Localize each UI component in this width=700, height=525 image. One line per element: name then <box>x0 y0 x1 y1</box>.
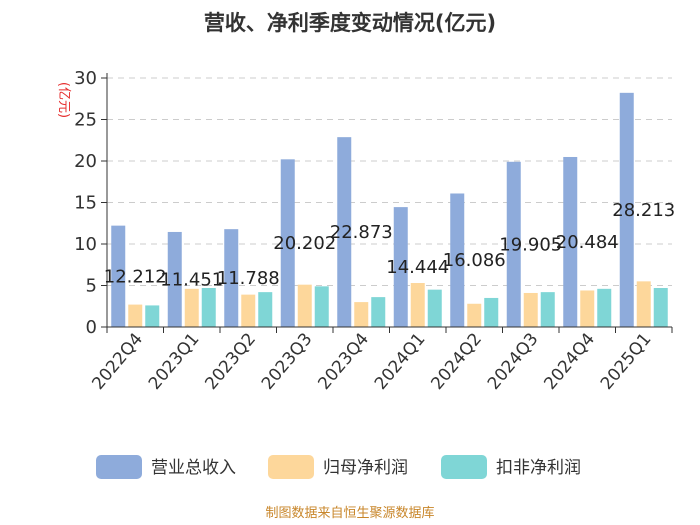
y-tick-label: 15 <box>74 193 97 214</box>
x-tick-label: 2023Q2 <box>201 329 260 394</box>
grid <box>107 77 672 286</box>
data-label: 16.086 <box>443 250 506 271</box>
bar-1 <box>280 159 295 327</box>
bar-1 <box>167 231 182 327</box>
bar-2 <box>184 288 199 327</box>
bar-2 <box>580 290 595 327</box>
bar-2 <box>354 302 369 327</box>
legend-label-1: 营业总收入 <box>151 458 236 478</box>
data-label: 11.451 <box>160 269 223 290</box>
bar-3 <box>145 305 160 327</box>
data-label: 14.444 <box>386 257 449 278</box>
bar-3 <box>653 287 668 327</box>
legend[interactable]: 营业总收入 归母净利润 扣非净利润 <box>96 455 581 479</box>
bar-1 <box>393 207 408 327</box>
bar-1 <box>224 229 239 327</box>
data-label: 11.788 <box>217 268 280 289</box>
y-tick-label: 30 <box>74 68 97 89</box>
bar-2 <box>128 304 143 327</box>
x-tick-label: 2024Q4 <box>540 329 599 394</box>
source-note: 制图数据来自恒生聚源数据库 <box>265 505 434 521</box>
bar-3 <box>597 288 612 327</box>
bars <box>111 92 668 328</box>
data-label: 22.873 <box>330 222 393 243</box>
bar-1 <box>337 137 352 327</box>
bar-2 <box>467 303 482 327</box>
legend-swatch-1 <box>96 455 142 479</box>
bar-1 <box>506 161 521 327</box>
bar-2 <box>523 292 538 327</box>
y-tick-label: 25 <box>74 110 97 131</box>
bar-2 <box>241 294 256 327</box>
x-tick-label: 2022Q4 <box>88 329 147 394</box>
chart-title: 营收、净利季度变动情况(亿元) <box>204 11 496 35</box>
bar-2 <box>410 283 425 327</box>
bar-2 <box>636 281 651 327</box>
y-tick-label: 0 <box>86 317 97 338</box>
y-tick-label: 10 <box>74 234 97 255</box>
bar-3 <box>540 292 555 327</box>
x-tick-label: 2024Q2 <box>427 329 486 394</box>
bar-3 <box>201 287 216 327</box>
bar-3 <box>314 286 329 327</box>
bar-1 <box>619 92 634 328</box>
x-tick-label: 2025Q1 <box>597 329 656 394</box>
data-label: 28.213 <box>612 200 675 221</box>
legend-swatch-2 <box>268 455 314 479</box>
y-tick-label: 20 <box>74 151 97 172</box>
data-label: 12.212 <box>104 266 167 287</box>
bar-2 <box>297 284 312 327</box>
bar-3 <box>427 289 442 327</box>
x-tick-label: 2024Q1 <box>371 329 430 394</box>
legend-label-3: 扣非净利润 <box>496 458 581 478</box>
x-tick-label: 2024Q3 <box>484 329 543 394</box>
bar-1 <box>111 225 126 327</box>
bar-3 <box>371 297 386 327</box>
x-tick-label: 2023Q3 <box>258 329 317 394</box>
bar-3 <box>484 297 499 327</box>
bar-1 <box>450 193 465 327</box>
data-label: 19.905 <box>499 234 562 255</box>
bar-1 <box>563 156 578 327</box>
legend-label-2: 归母净利润 <box>323 458 408 478</box>
y-tick-label: 5 <box>86 276 97 297</box>
y-axis-label: (亿元) <box>56 82 71 118</box>
data-label: 20.484 <box>556 232 619 253</box>
bar-3 <box>258 292 273 327</box>
legend-swatch-3 <box>441 455 487 479</box>
x-tick-label: 2023Q4 <box>314 329 373 394</box>
data-label: 20.202 <box>273 233 336 254</box>
x-tick-label: 2023Q1 <box>145 329 204 394</box>
